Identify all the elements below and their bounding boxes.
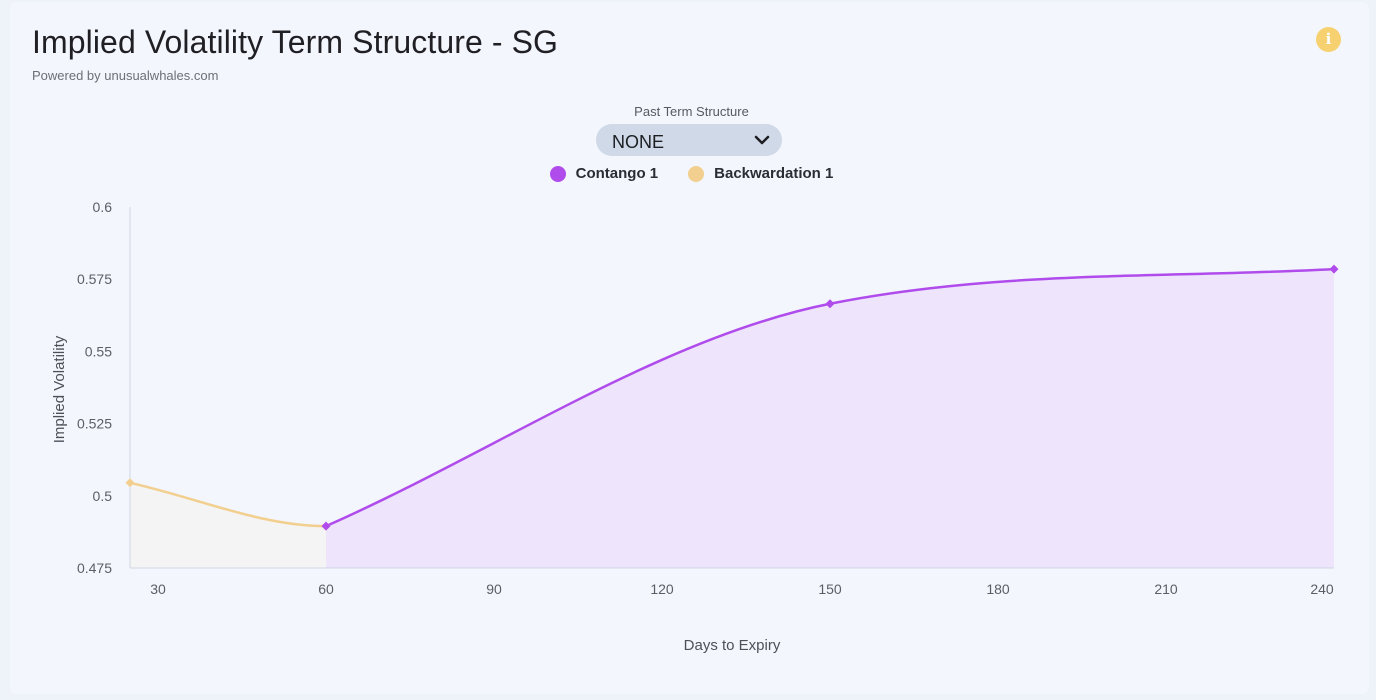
backwardation-line bbox=[129, 481, 327, 528]
past-term-structure-select[interactable]: NONE bbox=[596, 124, 782, 156]
x-tick-label: 180 bbox=[986, 581, 1010, 597]
legend-item-backwardation[interactable]: Backwardation 1 bbox=[688, 165, 833, 182]
chevron-down-icon bbox=[754, 135, 770, 145]
powered-by-text: Powered by unusualwhales.com bbox=[32, 68, 219, 83]
tick-labels: 0.6 0.575 0.55 0.525 0.5 0.475 30 60 90 120 150 180… bbox=[77, 199, 1334, 597]
x-tick-label: 30 bbox=[150, 581, 166, 597]
area-fills bbox=[130, 269, 1334, 568]
backwardation-point bbox=[125, 478, 135, 488]
legend-label-contango: Contango 1 bbox=[575, 165, 659, 182]
x-tick-label: 210 bbox=[1154, 581, 1178, 597]
contango-point bbox=[321, 521, 331, 531]
x-tick-label: 60 bbox=[318, 581, 334, 597]
y-tick-label: 0.525 bbox=[77, 416, 112, 432]
contango-area bbox=[326, 269, 1334, 568]
x-tick-label: 150 bbox=[818, 581, 842, 597]
legend-label-backwardation: Backwardation 1 bbox=[714, 165, 834, 182]
x-tick-label: 90 bbox=[486, 581, 502, 597]
x-tick-label: 240 bbox=[1310, 581, 1334, 597]
contango-point bbox=[1329, 264, 1339, 274]
backwardation-swatch bbox=[688, 165, 705, 182]
y-tick-label: 0.55 bbox=[85, 343, 112, 359]
y-tick-label: 0.575 bbox=[77, 271, 112, 287]
chart-axes bbox=[129, 207, 1334, 569]
x-tick-label: 120 bbox=[650, 581, 674, 597]
contango-point bbox=[825, 299, 835, 309]
page-title: Implied Volatility Term Structure - SG bbox=[32, 24, 559, 60]
past-term-structure-label: Past Term Structure bbox=[634, 104, 749, 119]
backwardation-area bbox=[130, 482, 326, 568]
x-axis-title: Days to Expiry bbox=[684, 637, 781, 654]
chart-card: Implied Volatility Term Structure - SG P… bbox=[10, 2, 1369, 694]
contango-swatch bbox=[549, 165, 566, 182]
legend-item-contango[interactable]: Contango 1 bbox=[549, 165, 659, 182]
past-term-structure-value: NONE bbox=[612, 132, 665, 152]
data-points bbox=[125, 264, 1339, 531]
y-axis-title: Implied Volatility bbox=[51, 335, 68, 443]
y-tick-label: 0.475 bbox=[77, 560, 112, 576]
term-structure-chart: 0.6 0.575 0.55 0.525 0.5 0.475 30 60 90 120 150 180… bbox=[51, 199, 1339, 654]
y-tick-label: 0.5 bbox=[93, 488, 113, 504]
chart-legend: Contango 1 Backwardation 1 bbox=[10, 165, 1373, 182]
y-tick-label: 0.6 bbox=[93, 199, 113, 215]
info-icon[interactable]: i bbox=[1316, 27, 1341, 52]
